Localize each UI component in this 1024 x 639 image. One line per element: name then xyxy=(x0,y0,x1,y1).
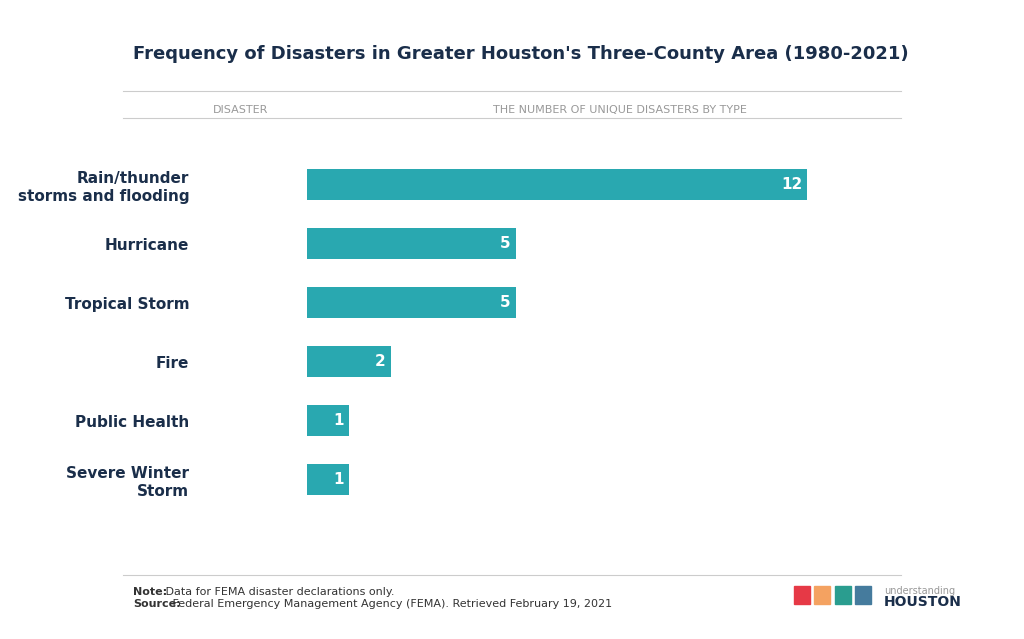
Bar xyxy=(307,229,516,259)
Text: HOUSTON: HOUSTON xyxy=(884,596,962,609)
Text: 12: 12 xyxy=(781,177,803,192)
Text: 1: 1 xyxy=(334,472,344,488)
Bar xyxy=(307,346,390,377)
Text: Data for FEMA disaster declarations only.: Data for FEMA disaster declarations only… xyxy=(162,587,394,597)
Text: 2: 2 xyxy=(375,354,386,369)
Text: 5: 5 xyxy=(500,236,511,251)
Text: Source:: Source: xyxy=(133,599,181,610)
Bar xyxy=(307,405,349,436)
Text: THE NUMBER OF UNIQUE DISASTERS BY TYPE: THE NUMBER OF UNIQUE DISASTERS BY TYPE xyxy=(493,105,746,116)
Bar xyxy=(307,465,349,495)
Bar xyxy=(307,169,808,200)
Text: DISASTER: DISASTER xyxy=(213,105,268,116)
Text: Frequency of Disasters in Greater Houston's Three-County Area (1980-2021): Frequency of Disasters in Greater Housto… xyxy=(133,45,908,63)
Text: 1: 1 xyxy=(334,413,344,428)
Text: Federal Emergency Management Agency (FEMA). Retrieved February 19, 2021: Federal Emergency Management Agency (FEM… xyxy=(169,599,612,610)
Text: Note:: Note: xyxy=(133,587,167,597)
Bar xyxy=(307,288,516,318)
Text: understanding: understanding xyxy=(884,586,954,596)
Text: 5: 5 xyxy=(500,295,511,311)
